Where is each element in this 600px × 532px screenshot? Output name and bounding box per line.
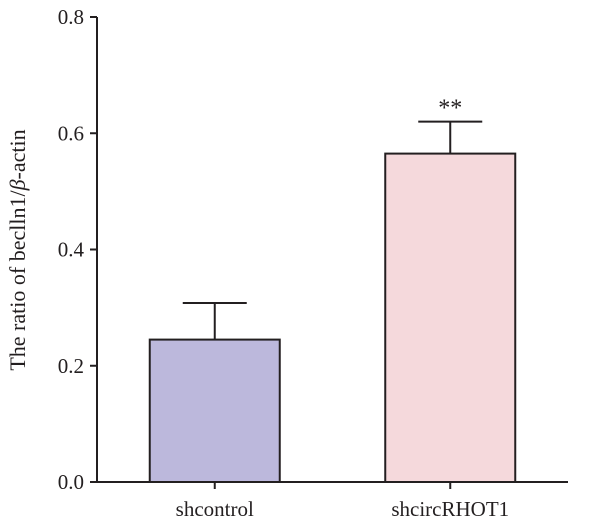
y-axis-label: The ratio of beclln1/β-actin [5, 129, 30, 370]
y-tick-label: 0.2 [58, 354, 84, 378]
x-tick-label-shcontrol: shcontrol [176, 497, 254, 521]
significance-label-shcircRHOT1: ** [438, 96, 462, 122]
plot-area: shcontrol shcircRHOT1 ** 0.0 0.2 0.4 0.6 0.8 [58, 5, 568, 521]
bar-shcircRHOT1 [384, 152, 517, 483]
bar-shcontrol [148, 338, 281, 483]
y-tick-label: 0.6 [58, 121, 84, 145]
y-tick-label: 0.8 [58, 5, 84, 29]
x-tick-label-shcircRHOT1: shcircRHOT1 [391, 497, 509, 521]
y-tick-label: 0.4 [58, 238, 85, 262]
y-tick-label: 0.0 [58, 470, 84, 494]
